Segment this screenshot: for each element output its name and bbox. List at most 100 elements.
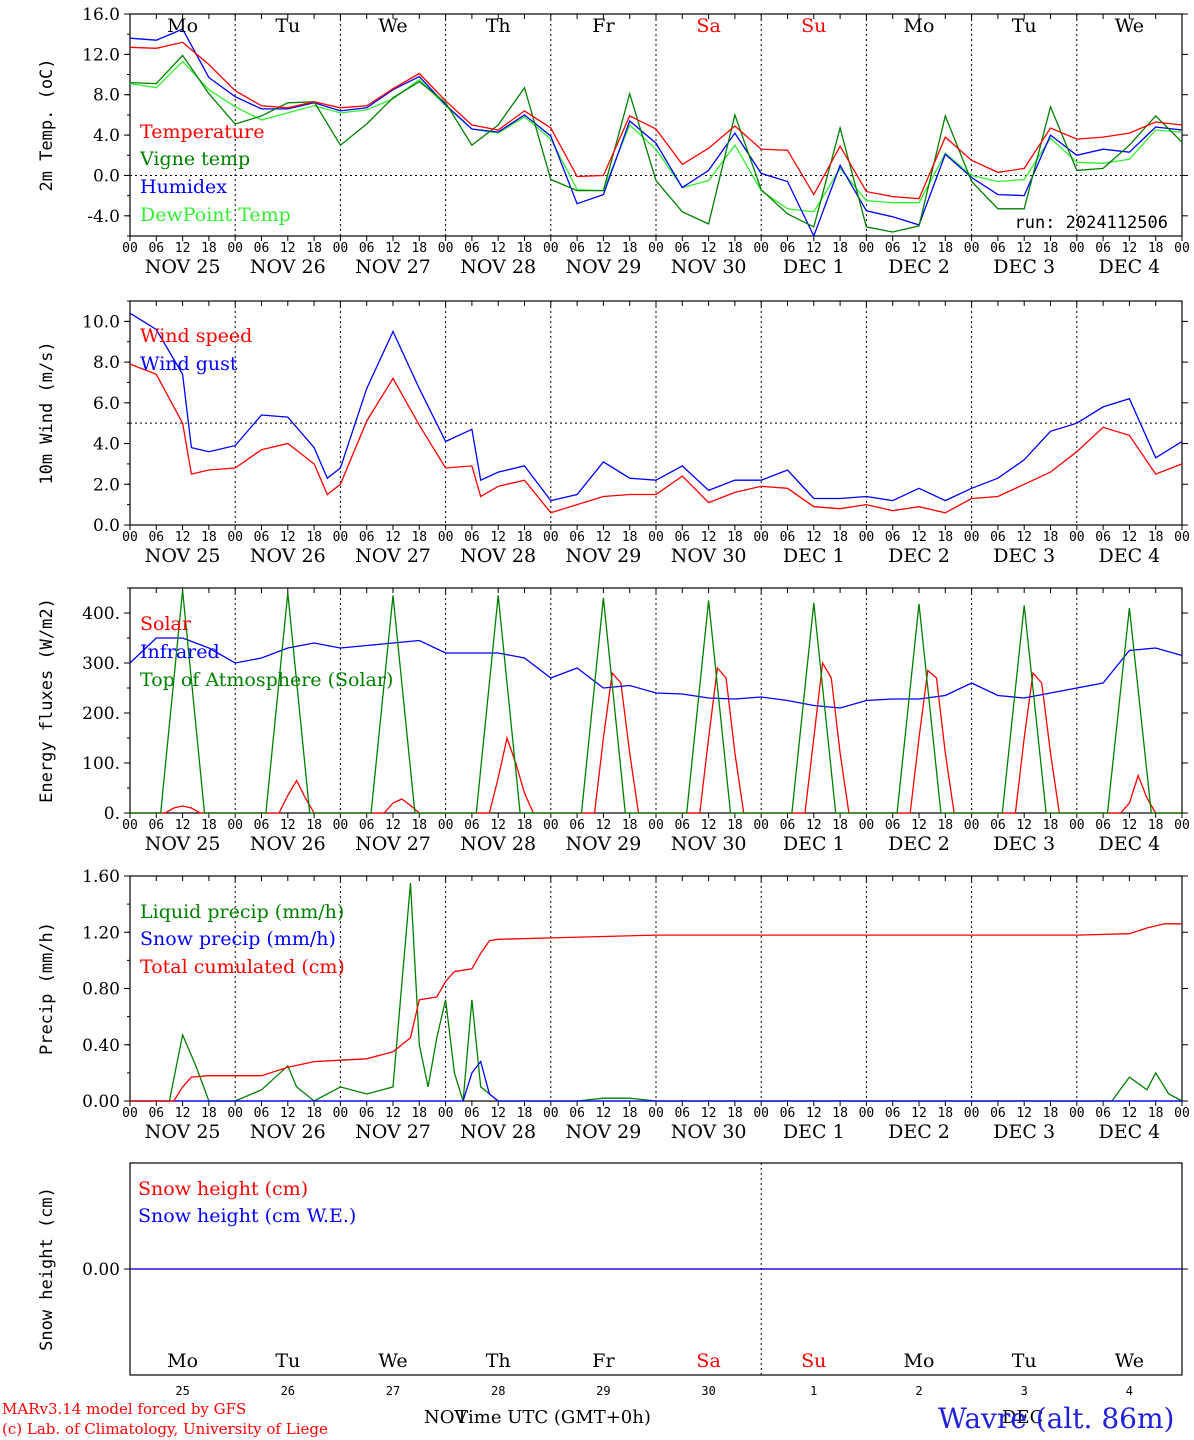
x-hour-label: 18: [411, 1106, 427, 1121]
y-tick-label: 100.: [82, 754, 120, 774]
x-hour-label: 00: [1069, 1106, 1085, 1121]
x-hour-label: 18: [622, 530, 638, 545]
legend-entry: Wind gust: [140, 353, 238, 375]
x-date-label: DEC 3: [993, 256, 1055, 278]
run-label: run: 2024112506: [1014, 213, 1168, 233]
y-axis-label: Energy fluxes (W/m2): [37, 598, 57, 803]
x-hour-label: 18: [201, 1106, 217, 1121]
x-hour-label: 12: [1122, 1106, 1138, 1121]
x-hour-label: 00: [1174, 241, 1190, 256]
x-daynum-label: 27: [386, 1384, 400, 1398]
weekday-label: Sa: [696, 15, 720, 37]
x-date-label: NOV 25: [145, 1121, 221, 1143]
x-hour-label: 12: [1016, 818, 1032, 833]
x-hour-label: 00: [122, 1106, 138, 1121]
x-hour-label: 06: [569, 530, 585, 545]
credit-line-1: MARv3.14 model forced by GFS: [2, 1400, 247, 1418]
legend-entry: Total cumulated (cm): [140, 956, 345, 978]
x-daynum-label: 4: [1126, 1384, 1133, 1398]
y-tick-label: -4.0: [87, 207, 120, 227]
x-hour-label: 06: [569, 818, 585, 833]
weekday-label: Mo: [904, 15, 935, 37]
panel-temperature: [124, 13, 1188, 241]
weekday-label: Mo: [167, 1350, 198, 1372]
y-tick-label: 10.0: [82, 312, 120, 332]
x-hour-label: 12: [1122, 241, 1138, 256]
series-line-wind-speed: [129, 363, 1183, 514]
y-tick-label: 2.0: [93, 475, 120, 495]
x-hour-label: 12: [490, 241, 506, 256]
x-hour-label: 00: [1069, 818, 1085, 833]
x-hour-label: 18: [622, 241, 638, 256]
weekday-label: Tu: [1012, 15, 1037, 37]
x-hour-label: 18: [937, 530, 953, 545]
x-date-label: NOV 29: [565, 1121, 641, 1143]
x-hour-label: 18: [937, 1106, 953, 1121]
x-date-label: DEC 4: [1099, 833, 1161, 855]
x-date-label: DEC 4: [1099, 545, 1161, 567]
y-tick-label: 0.0: [93, 166, 120, 186]
x-hour-label: 12: [385, 1106, 401, 1121]
legend-entry: Snow precip (mm/h): [140, 928, 336, 950]
x-hour-label: 18: [411, 818, 427, 833]
series-line-wind-gust: [129, 312, 1183, 502]
x-daynum-label: 1: [810, 1384, 817, 1398]
weekday-label: Mo: [904, 1350, 935, 1372]
x-hour-label: 06: [780, 1106, 796, 1121]
x-hour-label: 06: [359, 818, 375, 833]
x-date-label: NOV 29: [565, 833, 641, 855]
x-hour-label: 18: [306, 1106, 322, 1121]
x-hour-label: 12: [806, 1106, 822, 1121]
x-hour-label: 18: [306, 241, 322, 256]
x-hour-label: 00: [333, 1106, 349, 1121]
y-tick-label: 8.0: [93, 353, 120, 373]
y-tick-label: 4.0: [93, 435, 120, 455]
x-hour-label: 06: [148, 818, 164, 833]
x-hour-label: 12: [175, 241, 191, 256]
x-daynum-label: 25: [175, 1384, 189, 1398]
x-hour-label: 06: [148, 1106, 164, 1121]
x-hour-label: 00: [333, 241, 349, 256]
x-hour-label: 06: [254, 1106, 270, 1121]
x-date-label: DEC 1: [783, 1121, 845, 1143]
x-hour-label: 12: [1122, 530, 1138, 545]
x-date-label: NOV 26: [250, 545, 326, 567]
x-hour-label: 06: [569, 1106, 585, 1121]
x-date-label: NOV 27: [355, 833, 431, 855]
x-date-label: DEC 3: [993, 833, 1055, 855]
y-tick-label: 16.0: [82, 5, 120, 25]
panel-snow: [124, 1162, 1188, 1376]
y-tick-label: 0.: [104, 804, 120, 824]
x-hour-label: 18: [622, 1106, 638, 1121]
x-hour-label: 06: [885, 1106, 901, 1121]
x-hour-label: 00: [1174, 530, 1190, 545]
x-hour-label: 00: [227, 818, 243, 833]
x-hour-label: 06: [780, 241, 796, 256]
panel-precip: [124, 875, 1188, 1106]
x-hour-label: 12: [280, 818, 296, 833]
x-hour-label: 06: [254, 241, 270, 256]
x-hour-label: 18: [201, 241, 217, 256]
x-date-label: DEC 4: [1099, 256, 1161, 278]
x-hour-label: 06: [885, 530, 901, 545]
x-hour-label: 06: [464, 818, 480, 833]
x-date-label: NOV 30: [671, 545, 747, 567]
x-hour-label: 18: [727, 530, 743, 545]
month-label-nov: NOV: [424, 1407, 468, 1428]
x-hour-label: 18: [727, 818, 743, 833]
x-hour-label: 18: [937, 818, 953, 833]
x-hour-label: 00: [227, 241, 243, 256]
x-date-label: NOV 26: [250, 1121, 326, 1143]
x-hour-label: 18: [832, 818, 848, 833]
x-hour-label: 06: [464, 1106, 480, 1121]
x-date-label: DEC 4: [1099, 1121, 1161, 1143]
x-hour-label: 06: [990, 530, 1006, 545]
x-hour-label: 12: [385, 530, 401, 545]
x-hour-label: 18: [1043, 530, 1059, 545]
y-axis-label: 2m Temp. (oC): [37, 58, 57, 191]
x-hour-label: 12: [1016, 241, 1032, 256]
x-daynum-label: 28: [491, 1384, 505, 1398]
x-hour-label: 12: [806, 530, 822, 545]
x-date-label: NOV 26: [250, 833, 326, 855]
